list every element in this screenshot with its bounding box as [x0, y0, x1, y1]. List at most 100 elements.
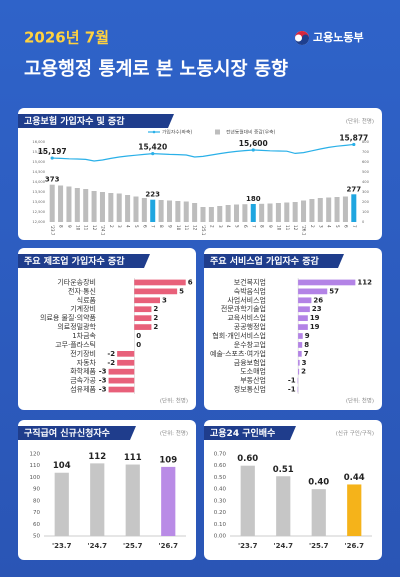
x-tick-label: '25.1: [201, 225, 206, 236]
bar-value-label: 23: [312, 305, 322, 313]
y2-tick-label: 100: [362, 210, 370, 214]
x-tick-label: '26.1: [302, 225, 307, 236]
bar-value-label: 8: [304, 341, 309, 349]
bar: [217, 206, 223, 222]
bar: [200, 207, 206, 222]
panel-title: 구직급여 신규신청자수: [24, 427, 110, 439]
bar: [267, 203, 273, 222]
y-tick-label: 15,000: [32, 160, 45, 164]
line-value-label: 15,600: [239, 139, 268, 148]
x-tick-label: '25.7: [309, 542, 329, 550]
x-tick-label: 5: [335, 225, 340, 228]
x-tick-label: 6: [343, 225, 348, 228]
category-label: 1차금속: [72, 331, 96, 340]
title-tab: [204, 426, 296, 440]
bar-value-label: 109: [159, 455, 177, 465]
bar: [317, 198, 323, 222]
bar: [309, 199, 315, 222]
line-value-label: 15,197: [38, 147, 67, 156]
title-tab: [18, 254, 150, 268]
x-tick-label: '24.7: [274, 542, 294, 550]
bar: [54, 472, 69, 536]
x-tick-label: 4: [126, 225, 131, 228]
bar: [83, 189, 89, 222]
bar-value-label: 3: [162, 296, 167, 304]
bar: [117, 350, 135, 357]
x-tick-label: 5: [235, 225, 240, 228]
y-tick-label: 80: [33, 498, 40, 504]
bar: [234, 204, 240, 222]
line-value-label: 15,877: [339, 133, 368, 142]
ministry-name: 고용노동부: [313, 31, 364, 44]
bar: [90, 463, 105, 536]
y-tick-label: 0.50: [214, 475, 227, 481]
line-point: [50, 156, 54, 160]
x-tick-label: 6: [142, 225, 147, 228]
bar: [351, 194, 357, 222]
bar: [298, 306, 310, 313]
category-label: 섬유제품: [70, 385, 96, 394]
y-tick-label: 0.60: [214, 463, 227, 469]
bar-value-label: -2: [107, 359, 115, 367]
x-tick-label: 3: [218, 225, 223, 228]
x-tick-label: 2: [310, 225, 315, 228]
bar-value-label: 0: [136, 341, 141, 349]
category-label: 기계장비: [70, 304, 96, 313]
category-label: 부동산업: [240, 376, 266, 385]
category-label: 운수창고업: [234, 341, 266, 349]
unit-label: (단위: 천명): [346, 397, 374, 405]
bar: [242, 204, 248, 222]
bar: [334, 197, 340, 222]
y2-tick-label: 400: [362, 180, 370, 184]
category-label: 자동차: [77, 358, 97, 367]
x-tick-label: '23.7: [238, 542, 258, 550]
bar-value-label: -1: [288, 377, 296, 385]
bar-value-label: -3: [99, 368, 107, 376]
bar-value-label: 104: [53, 461, 71, 471]
bar-value-label: 277: [346, 185, 361, 193]
card: [18, 248, 196, 410]
x-tick-label: 10: [75, 225, 80, 231]
x-tick-label: 12: [293, 225, 298, 231]
x-tick-label: 4: [226, 225, 231, 228]
legend-label: 가입자수(좌축): [162, 129, 192, 136]
bar: [134, 279, 186, 286]
x-tick-label: '23.7: [52, 542, 72, 550]
legend-swatch: [215, 129, 220, 135]
bar: [175, 201, 181, 222]
y-tick-label: 15,500: [32, 150, 45, 154]
y-tick-label: 13,000: [32, 200, 45, 204]
title-tab: [204, 254, 344, 268]
line-point: [352, 142, 356, 147]
bar-value-label: -2: [107, 350, 115, 358]
x-tick-label: 12: [92, 225, 97, 231]
y2-tick-label: 700: [362, 150, 370, 154]
unit-label: (신규 구인/구직): [336, 429, 374, 437]
bar: [108, 386, 135, 393]
category-label: 금융보험업: [234, 359, 266, 367]
y-tick-label: 13,500: [32, 190, 45, 194]
y2-tick-label: 500: [362, 170, 370, 174]
bar: [298, 342, 303, 348]
y-tick-label: 70: [33, 510, 40, 516]
y2-tick-label: 800: [362, 140, 370, 144]
bar: [108, 368, 135, 375]
bar: [298, 333, 303, 339]
category-label: 예술·스포츠·여가업: [210, 349, 266, 358]
bar: [158, 200, 164, 222]
category-label: 공공행정업: [234, 322, 266, 331]
x-tick-label: 5: [134, 225, 139, 228]
x-tick-label: 12: [193, 225, 198, 231]
bar: [298, 297, 312, 304]
bar-value-label: 57: [329, 287, 339, 295]
category-label: 기타운송장비: [57, 277, 96, 286]
bar: [192, 203, 198, 222]
panel-title: 고용보험 가입자수 및 증감: [24, 115, 125, 127]
bar-value-label: 112: [357, 278, 372, 286]
x-tick-label: '24.1: [100, 225, 105, 236]
x-tick-label: 2: [209, 225, 214, 228]
unit-label: (단위: 천명): [346, 117, 374, 125]
x-tick-label: '26.7: [345, 542, 365, 550]
